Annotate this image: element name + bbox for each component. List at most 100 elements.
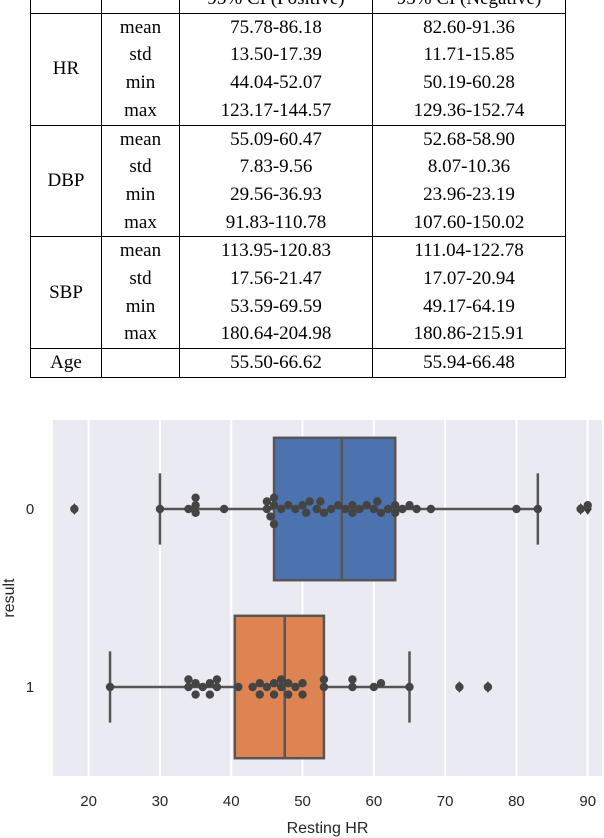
swarm-point [405, 501, 414, 510]
swarm-point [205, 690, 215, 699]
swarm-point [398, 504, 407, 514]
x-tick-label: 60 [366, 793, 383, 810]
ci-positive-cell: 55.50-66.62 [179, 348, 373, 378]
swarm-point [326, 504, 336, 514]
swarm-point [191, 508, 200, 517]
swarm-point [212, 675, 222, 684]
swarm-point [405, 682, 414, 692]
stat-name-cell: max [101, 96, 180, 126]
ci-negative-cell: 8.07-10.36 [372, 153, 566, 181]
swarm-point [269, 501, 279, 510]
swarm-point [341, 504, 350, 514]
swarm-point [583, 501, 592, 510]
ci-statistics-table: 95% CI (Positive) 95% CI (Negative) HRme… [30, 0, 566, 378]
swarm-point [576, 504, 585, 514]
swarm-point [376, 679, 386, 688]
y-axis-label: result [1, 578, 18, 618]
group-label: DBP [30, 124, 102, 238]
x-axis-label: Resting HR [287, 820, 369, 837]
header-cell [101, 0, 180, 14]
table-row-age: Age 55.50-66.62 55.94-66.48 [30, 348, 566, 378]
table-row: HR mean 75.78-86.18 82.60-91.36 [30, 12, 566, 126]
ci-negative-cell: 107.60-150.02 [372, 208, 566, 238]
ci-positive-cell: 44.04-52.07 [179, 69, 373, 97]
stat-name-cell: std [101, 153, 180, 181]
swarm-point [269, 679, 279, 688]
swarm-point [348, 675, 357, 684]
header-cell [30, 0, 102, 14]
swarm-point [319, 675, 329, 684]
ci-positive-cell: 55.09-60.47 [179, 124, 373, 154]
swarm-point [184, 504, 193, 514]
y-tick-label: 0 [26, 501, 34, 518]
ci-positive-cell: 91.83-110.78 [179, 208, 373, 238]
swarm-point [362, 501, 371, 510]
swarm-point [483, 682, 493, 692]
y-tick-label: 1 [26, 679, 34, 696]
table-row: max 91.83-110.78 107.60-150.02 [31, 208, 566, 238]
swarm-point [191, 690, 200, 699]
swarm-point [284, 679, 293, 688]
stat-name-cell: std [101, 265, 180, 293]
swarm-point [301, 508, 311, 517]
swarm-point [191, 493, 200, 502]
swarm-point [105, 682, 115, 692]
swarm-point [266, 512, 275, 521]
swarm-point [184, 675, 193, 684]
ci-positive-cell: 53.59-69.59 [179, 292, 373, 321]
x-tick-label: 90 [579, 793, 596, 810]
statistics-table-region: 95% CI (Positive) 95% CI (Negative) HRme… [0, 0, 604, 380]
swarm-point [412, 504, 421, 514]
header-cell: 95% CI (Negative) [372, 0, 566, 14]
ci-positive-cell: 17.56-21.47 [179, 265, 373, 293]
swarm-point [262, 497, 272, 506]
swarm-point [316, 497, 325, 506]
swarm-point [70, 504, 79, 514]
group-label: HR [30, 12, 102, 126]
stat-name-cell: mean [101, 12, 180, 42]
swarm-point [348, 682, 357, 692]
swarm-point [455, 682, 464, 692]
swarm-point [255, 679, 264, 688]
swarm-point [191, 679, 200, 688]
stat-name-cell: max [101, 208, 180, 238]
swarm-point [248, 682, 257, 692]
x-tick-label: 40 [223, 793, 240, 810]
table-row: min 44.04-52.07 50.19-60.28 [31, 69, 566, 97]
ci-negative-cell: 82.60-91.36 [372, 12, 566, 42]
table-header-row: 95% CI (Positive) 95% CI (Negative) [30, 0, 566, 14]
table-row: DBP mean 55.09-60.47 52.68-58.90 [30, 124, 566, 238]
swarm-point [276, 682, 286, 692]
swarm-point [512, 504, 521, 514]
stat-name-cell: mean [101, 124, 180, 154]
swarm-point [219, 504, 229, 514]
ci-positive-cell: 7.83-9.56 [179, 153, 373, 181]
ci-positive-cell: 113.95-120.83 [179, 236, 373, 266]
ci-negative-cell: 52.68-58.90 [372, 124, 566, 154]
swarm-point [355, 504, 364, 514]
swarm-point [298, 501, 307, 510]
table-row: min 53.59-69.59 49.17-64.19 [31, 292, 566, 321]
ci-negative-cell: 17.07-20.94 [372, 265, 566, 293]
swarm-point [533, 504, 543, 514]
swarm-point [319, 508, 329, 517]
x-tick-label: 20 [80, 793, 97, 810]
swarm-point [291, 682, 300, 692]
swarm-point [255, 690, 264, 699]
group-label: Age [30, 348, 102, 378]
x-tick-label: 70 [437, 793, 454, 810]
ci-positive-cell: 13.50-17.39 [179, 41, 373, 70]
ci-positive-cell: 180.64-204.98 [179, 320, 373, 350]
ci-positive-cell: 123.17-144.57 [179, 96, 373, 126]
swarm-point [312, 504, 322, 514]
ci-positive-cell: 75.78-86.18 [179, 12, 373, 42]
swarm-point [276, 675, 286, 684]
group-label: SBP [30, 236, 102, 350]
swarm-point [276, 504, 286, 514]
swarm-point [348, 501, 357, 510]
header-cell: 95% CI (Positive) [179, 0, 373, 14]
ci-negative-cell: 11.71-15.85 [372, 41, 566, 70]
table-row: std 17.56-21.47 17.07-20.94 [31, 265, 566, 293]
ci-negative-cell: 55.94-66.48 [372, 348, 566, 378]
boxplot-chart: 20 30 40 50 60 70 80 90 0 1 Resting HR result [1, 420, 602, 837]
